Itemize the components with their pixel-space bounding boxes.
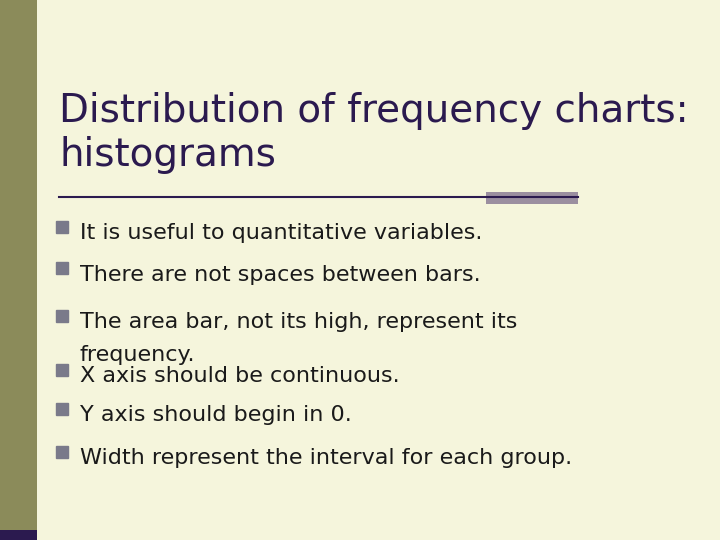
Text: The area bar, not its high, represent its: The area bar, not its high, represent it… <box>80 312 518 332</box>
Bar <box>0 0 37 540</box>
Text: Y axis should begin in 0.: Y axis should begin in 0. <box>80 405 352 425</box>
Text: frequency.: frequency. <box>80 345 196 364</box>
Text: X axis should be continuous.: X axis should be continuous. <box>80 366 400 386</box>
Text: There are not spaces between bars.: There are not spaces between bars. <box>80 265 481 285</box>
Bar <box>0 530 37 540</box>
Text: Width represent the interval for each group.: Width represent the interval for each gr… <box>80 448 572 468</box>
Bar <box>486 192 577 204</box>
Text: It is useful to quantitative variables.: It is useful to quantitative variables. <box>80 223 482 243</box>
Text: Distribution of frequency charts:
histograms: Distribution of frequency charts: histog… <box>59 92 689 174</box>
